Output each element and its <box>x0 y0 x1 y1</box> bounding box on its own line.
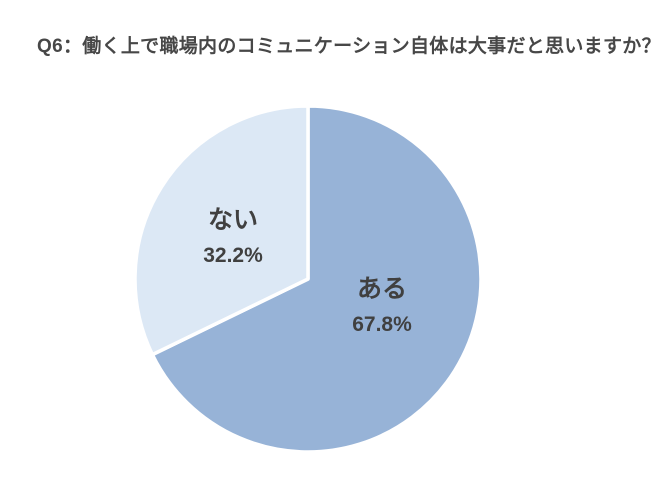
chart-title: Q6：働く上で職場内のコミュニケーション自体は大事だと思いますか？ <box>37 36 655 57</box>
slice-name-nai: ない <box>207 206 259 234</box>
pie-slice-0 <box>150 104 483 454</box>
pie-slice-1 <box>133 104 310 357</box>
slice-percentage-aru: 67.8% <box>352 313 412 336</box>
slice-name-aru: ある <box>356 275 408 303</box>
slice-label-aru: ある 67.8% <box>352 275 412 337</box>
slice-label-nai: ない 32.2% <box>203 206 263 268</box>
slice-percentage-nai: 32.2% <box>203 244 263 267</box>
